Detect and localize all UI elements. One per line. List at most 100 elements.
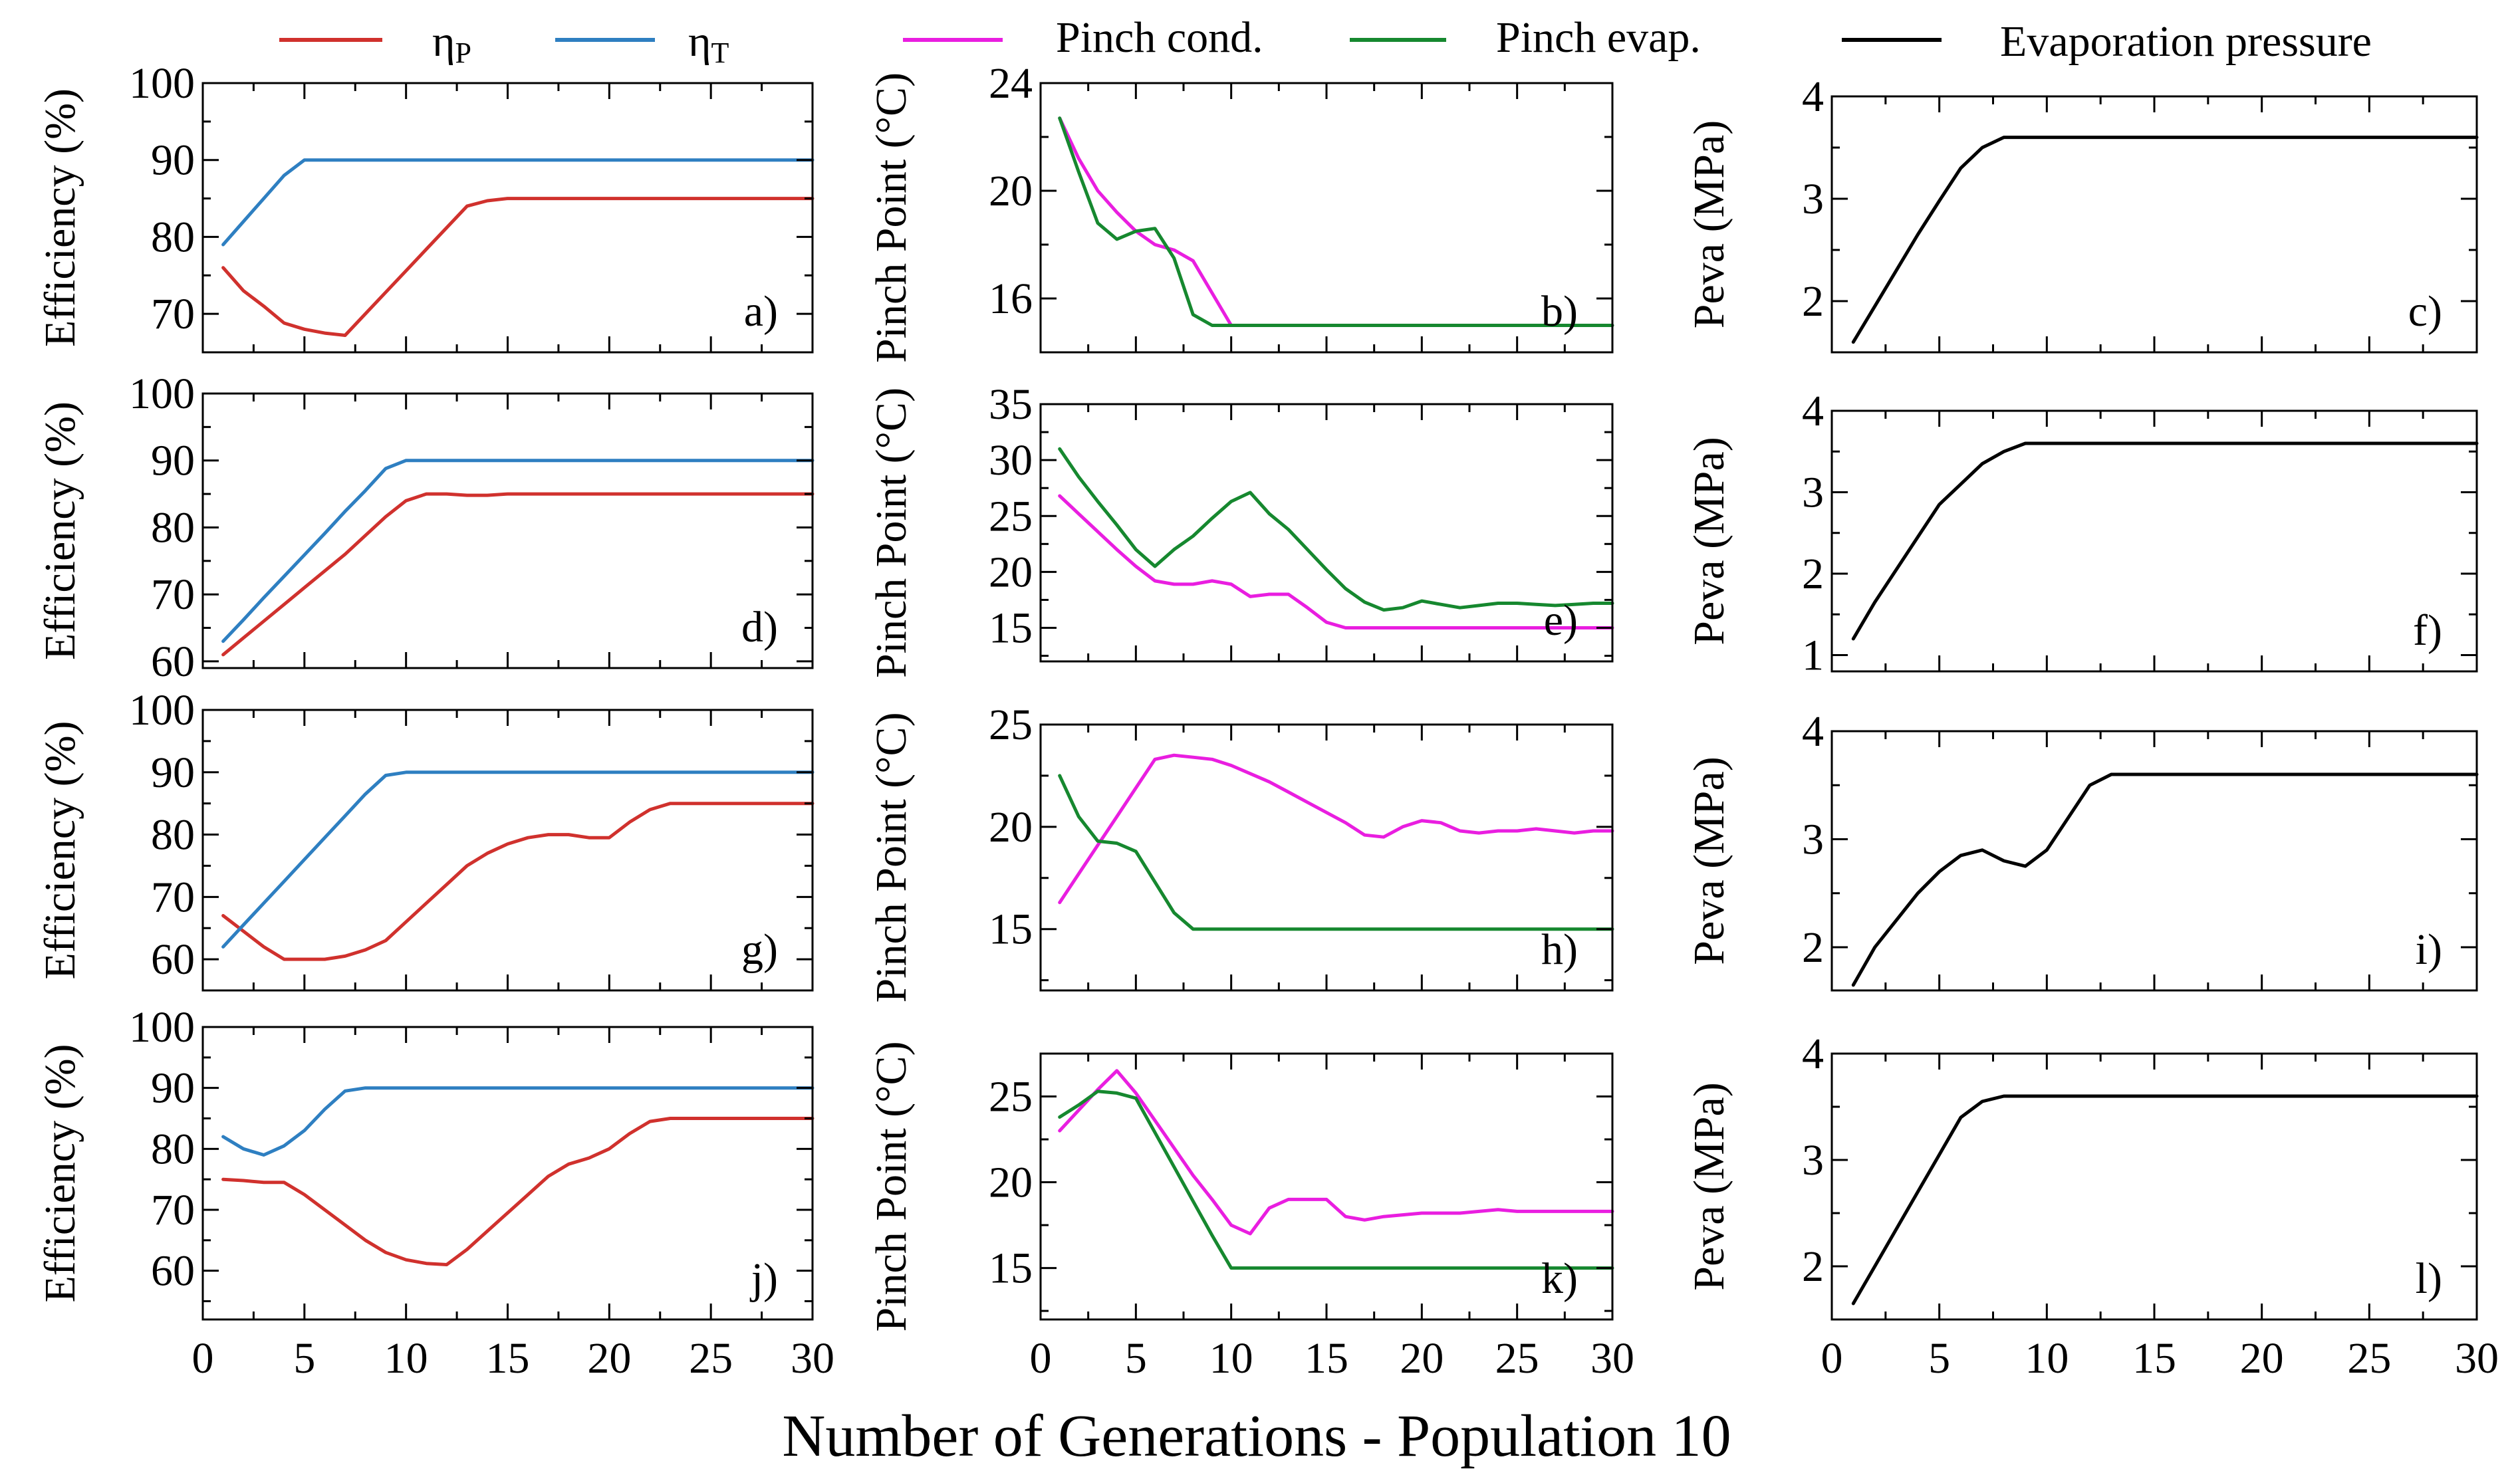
y-axis-label-c: Peva (MPa) bbox=[1685, 120, 1733, 328]
panel-label-k: k) bbox=[1541, 1254, 1578, 1303]
x-tick-label-l: 5 bbox=[1928, 1334, 1950, 1383]
panel-e: 15 20 25 30 35 Pinch Point (°C) e) bbox=[867, 380, 1614, 678]
y-tick-label-c: 4 bbox=[1802, 72, 1824, 121]
y-tick-label-g: 70 bbox=[151, 873, 195, 921]
series-line-k-pinch_cond bbox=[1058, 1069, 1614, 1236]
panel-l: 0 5 10 15 20 25 30 2 3 4 Peva (MPa) l) bbox=[1685, 1030, 2499, 1383]
x-tick-label-k: 20 bbox=[1400, 1334, 1444, 1383]
y-tick-label-e: 35 bbox=[989, 380, 1033, 429]
x-axis-title: Number of Generations - Population 10 bbox=[782, 1403, 1731, 1469]
panel-d: 60 70 80 90 100 Efficiency (%) d) bbox=[36, 370, 815, 686]
y-axis-label-a: Efficiency (%) bbox=[36, 88, 84, 347]
series-line-k-pinch_evap bbox=[1058, 1089, 1614, 1270]
panel-b: 16 20 24 Pinch Point (°C) b) bbox=[867, 59, 1614, 363]
legend-label-pinch-cond: Pinch cond. bbox=[1056, 13, 1263, 62]
series-line-g-eta_p bbox=[221, 802, 815, 961]
series-line-e-pinch_cond bbox=[1058, 494, 1614, 629]
y-tick-label-h: 15 bbox=[989, 905, 1033, 954]
series-line-h-pinch_evap bbox=[1058, 774, 1614, 931]
x-tick-label-k: 0 bbox=[1030, 1334, 1052, 1383]
y-tick-label-a: 100 bbox=[129, 59, 195, 108]
y-tick-label-i: 4 bbox=[1802, 707, 1824, 756]
legend-label-eta-t: ηT bbox=[688, 17, 729, 69]
series-line-a-eta_t bbox=[221, 158, 815, 247]
y-tick-label-b: 20 bbox=[989, 167, 1033, 215]
x-tick-label-l: 25 bbox=[2347, 1334, 2391, 1383]
x-tick-label-j: 30 bbox=[791, 1334, 834, 1383]
y-axis-label-d: Efficiency (%) bbox=[36, 401, 84, 660]
x-tick-label-l: 10 bbox=[2025, 1334, 2069, 1383]
x-tick-label-l: 15 bbox=[2132, 1334, 2176, 1383]
y-axis-label-i: Peva (MPa) bbox=[1685, 756, 1733, 965]
y-axis-label-l: Peva (MPa) bbox=[1685, 1082, 1733, 1290]
y-tick-label-j: 80 bbox=[151, 1125, 195, 1173]
series-line-i-pressure bbox=[1851, 772, 2479, 987]
y-tick-label-g: 60 bbox=[151, 935, 195, 984]
series-line-j-eta_p bbox=[221, 1117, 815, 1266]
y-tick-label-g: 100 bbox=[129, 686, 195, 735]
y-tick-label-e: 20 bbox=[989, 548, 1033, 596]
y-tick-label-h: 20 bbox=[989, 803, 1033, 852]
series-line-c-pressure bbox=[1851, 136, 2479, 344]
y-axis-label-e: Pinch Point (°C) bbox=[867, 388, 916, 678]
y-tick-label-j: 60 bbox=[151, 1247, 195, 1296]
x-tick-label-k: 25 bbox=[1495, 1334, 1539, 1383]
x-tick-label-j: 0 bbox=[192, 1334, 214, 1383]
legend: ηP ηT Pinch cond. Pinch evap. Evaporatio… bbox=[279, 13, 2372, 69]
y-tick-label-f: 1 bbox=[1802, 631, 1824, 680]
y-tick-label-f: 3 bbox=[1802, 469, 1824, 517]
y-tick-label-j: 100 bbox=[129, 1003, 195, 1052]
panel-label-c: c) bbox=[2408, 287, 2442, 336]
y-tick-label-e: 15 bbox=[989, 604, 1033, 653]
panel-k: 0 5 10 15 20 25 30 15 20 25 Pinch Point (°C) k) bbox=[867, 1041, 1634, 1383]
y-tick-label-f: 4 bbox=[1802, 387, 1824, 435]
plot-frame-b bbox=[1039, 82, 1614, 354]
y-tick-label-l: 4 bbox=[1802, 1030, 1824, 1078]
panel-label-a: a) bbox=[744, 287, 778, 336]
y-tick-label-g: 90 bbox=[151, 748, 195, 797]
panel-c: 2 3 4 Peva (MPa) c) bbox=[1685, 72, 2479, 354]
y-tick-label-a: 80 bbox=[151, 213, 195, 261]
panel-label-i: i) bbox=[2416, 925, 2442, 974]
x-tick-label-j: 5 bbox=[293, 1334, 315, 1383]
x-tick-label-j: 10 bbox=[384, 1334, 428, 1383]
plot-frame-i bbox=[1830, 730, 2478, 992]
y-tick-label-k: 15 bbox=[989, 1244, 1033, 1293]
series-line-b-pinch_evap bbox=[1058, 116, 1614, 327]
plot-frame-a bbox=[201, 82, 814, 354]
x-tick-label-l: 0 bbox=[1821, 1334, 1843, 1383]
panel-h: 15 20 25 Pinch Point (°C) h) bbox=[867, 701, 1614, 1003]
plot-frame-c bbox=[1830, 95, 2478, 354]
series-line-l-pressure bbox=[1851, 1094, 2479, 1306]
x-tick-label-l: 20 bbox=[2240, 1334, 2284, 1383]
legend-label-pinch-evap: Pinch evap. bbox=[1496, 13, 1701, 62]
series-line-f-pressure bbox=[1851, 441, 2479, 641]
y-tick-label-e: 30 bbox=[989, 436, 1033, 485]
plot-frame-f bbox=[1830, 409, 2478, 673]
series-line-b-pinch_cond bbox=[1058, 116, 1614, 327]
series-line-d-eta_p bbox=[221, 492, 815, 657]
y-tick-label-i: 3 bbox=[1802, 816, 1824, 864]
panel-label-g: g) bbox=[741, 925, 778, 974]
x-tick-label-k: 10 bbox=[1209, 1334, 1253, 1383]
series-line-h-pinch_cond bbox=[1058, 753, 1614, 905]
y-tick-label-k: 25 bbox=[989, 1073, 1033, 1121]
plot-frame-l bbox=[1830, 1052, 2478, 1321]
y-axis-label-f: Peva (MPa) bbox=[1685, 437, 1733, 645]
y-tick-label-d: 90 bbox=[151, 437, 195, 485]
y-tick-label-a: 90 bbox=[151, 136, 195, 185]
y-tick-label-c: 3 bbox=[1802, 175, 1824, 223]
y-axis-label-j: Efficiency (%) bbox=[36, 1044, 84, 1302]
legend-label-eta-p: ηP bbox=[432, 17, 471, 69]
y-axis-label-b: Pinch Point (°C) bbox=[867, 72, 916, 363]
y-tick-label-c: 2 bbox=[1802, 277, 1824, 326]
y-tick-label-d: 80 bbox=[151, 503, 195, 552]
y-tick-label-l: 2 bbox=[1802, 1242, 1824, 1291]
x-tick-label-j: 20 bbox=[587, 1334, 631, 1383]
y-tick-label-d: 60 bbox=[151, 637, 195, 686]
panel-i: 2 3 4 Peva (MPa) i) bbox=[1685, 707, 2479, 992]
y-tick-label-e: 25 bbox=[989, 492, 1033, 540]
y-tick-label-j: 70 bbox=[151, 1186, 195, 1234]
series-line-a-eta_p bbox=[221, 197, 815, 337]
y-tick-label-d: 70 bbox=[151, 570, 195, 619]
